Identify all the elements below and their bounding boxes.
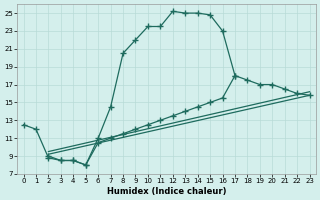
X-axis label: Humidex (Indice chaleur): Humidex (Indice chaleur) [107, 187, 226, 196]
